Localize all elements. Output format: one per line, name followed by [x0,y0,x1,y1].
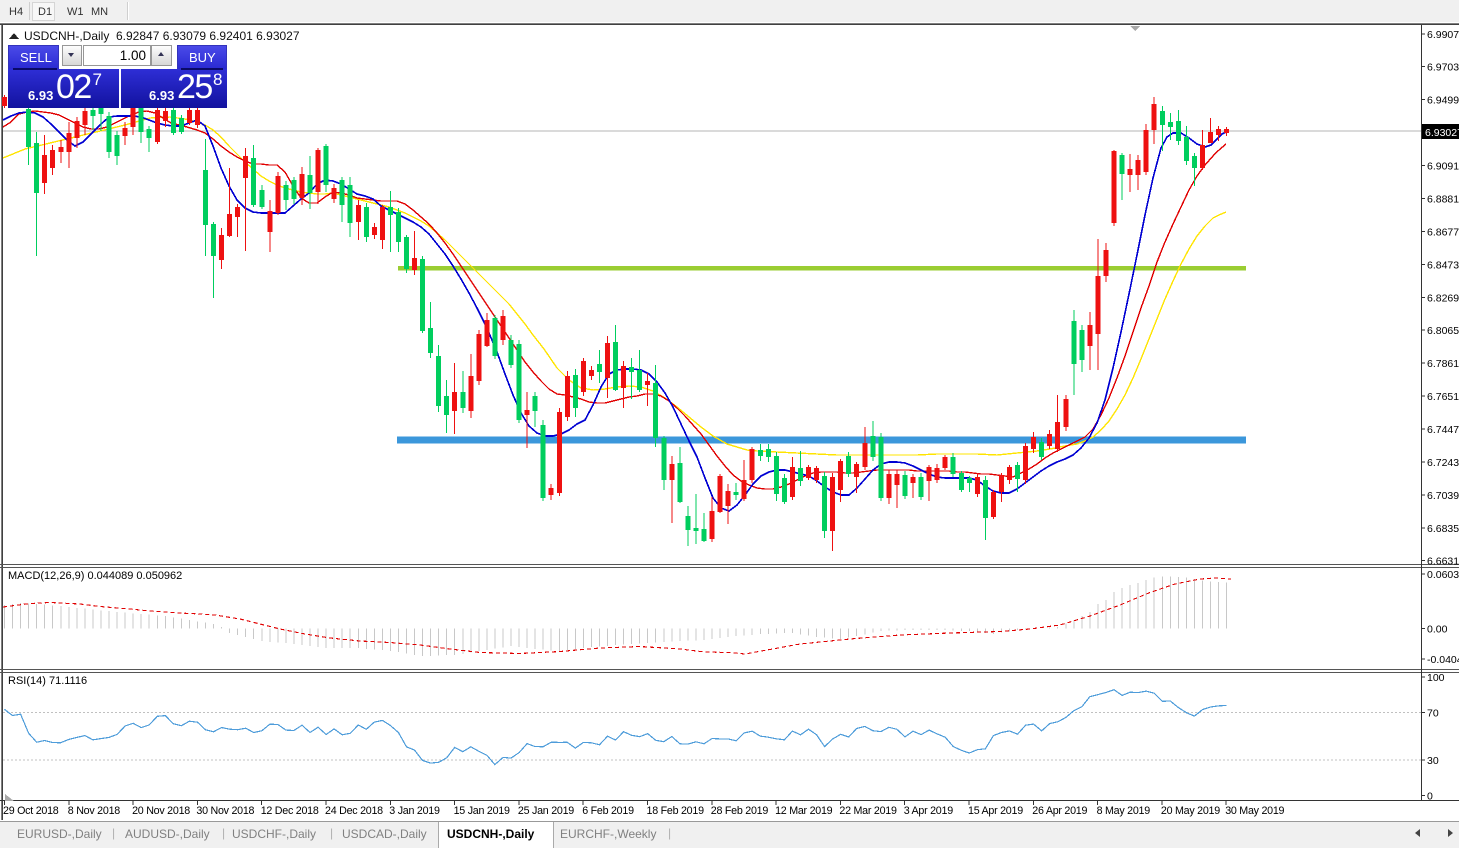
svg-text:0.00: 0.00 [1427,624,1448,636]
svg-text:12 Dec 2018: 12 Dec 2018 [261,805,319,817]
svg-text:3 Jan 2019: 3 Jan 2019 [389,805,440,817]
svg-text:70: 70 [1427,708,1439,720]
svg-text:0.060342: 0.060342 [1427,569,1459,581]
svg-text:30 Nov 2018: 30 Nov 2018 [196,805,254,817]
svg-text:12 Mar 2019: 12 Mar 2019 [775,805,833,817]
svg-text:6.94990: 6.94990 [1427,95,1459,107]
svg-text:8 May 2019: 8 May 2019 [1097,805,1151,817]
svg-text:20 Nov 2018: 20 Nov 2018 [132,805,190,817]
svg-text:MACD(12,26,9) 0.044089 0.05096: MACD(12,26,9) 0.044089 0.050962 [8,570,182,582]
svg-text:6 Feb 2019: 6 Feb 2019 [582,805,634,817]
svg-text:6.68350: 6.68350 [1427,523,1459,535]
svg-text:H4: H4 [9,6,23,18]
svg-text:6.92847 6.93079 6.92401 6.9302: 6.92847 6.93079 6.92401 6.93027 [116,29,300,43]
svg-text:100: 100 [1427,672,1445,684]
svg-text:6.80650: 6.80650 [1427,325,1459,337]
svg-text:6.78610: 6.78610 [1427,358,1459,370]
svg-text:22 Mar 2019: 22 Mar 2019 [839,805,897,817]
svg-text:6.84730: 6.84730 [1427,259,1459,271]
svg-text:3 Apr 2019: 3 Apr 2019 [904,805,954,817]
svg-text:18 Feb 2019: 18 Feb 2019 [647,805,705,817]
svg-text:D1: D1 [38,6,52,18]
svg-text:30: 30 [1427,755,1439,767]
svg-text:24 Dec 2018: 24 Dec 2018 [325,805,383,817]
svg-text:6.88810: 6.88810 [1427,194,1459,206]
svg-text:6.66310: 6.66310 [1427,556,1459,568]
svg-text:RSI(14) 71.1116: RSI(14) 71.1116 [8,675,87,687]
svg-text:8 Nov 2018: 8 Nov 2018 [68,805,120,817]
svg-text:USDCNH-,Daily: USDCNH-,Daily [24,29,109,43]
svg-text:6.76510: 6.76510 [1427,391,1459,403]
svg-text:15 Apr 2019: 15 Apr 2019 [968,805,1023,817]
svg-text:6.70390: 6.70390 [1427,490,1459,502]
svg-text:0: 0 [1427,791,1433,803]
svg-text:MN: MN [91,6,108,18]
svg-text:6.72430: 6.72430 [1427,457,1459,469]
svg-text:6.99070: 6.99070 [1427,29,1459,41]
svg-text:6.93027: 6.93027 [1425,127,1459,139]
svg-text:30 May 2019: 30 May 2019 [1225,805,1284,817]
svg-text:15 Jan 2019: 15 Jan 2019 [454,805,510,817]
svg-text:20 May 2019: 20 May 2019 [1161,805,1220,817]
svg-text:6.82690: 6.82690 [1427,292,1459,304]
svg-text:-0.040416: -0.040416 [1427,654,1459,666]
svg-text:29 Oct 2018: 29 Oct 2018 [3,805,59,817]
svg-text:6.74470: 6.74470 [1427,424,1459,436]
svg-text:28 Feb 2019: 28 Feb 2019 [711,805,769,817]
svg-text:6.90910: 6.90910 [1427,161,1459,173]
svg-text:25 Jan 2019: 25 Jan 2019 [518,805,574,817]
svg-text:26 Apr 2019: 26 Apr 2019 [1032,805,1087,817]
svg-text:6.97030: 6.97030 [1427,62,1459,74]
svg-text:W1: W1 [67,6,84,18]
svg-text:6.86770: 6.86770 [1427,226,1459,238]
